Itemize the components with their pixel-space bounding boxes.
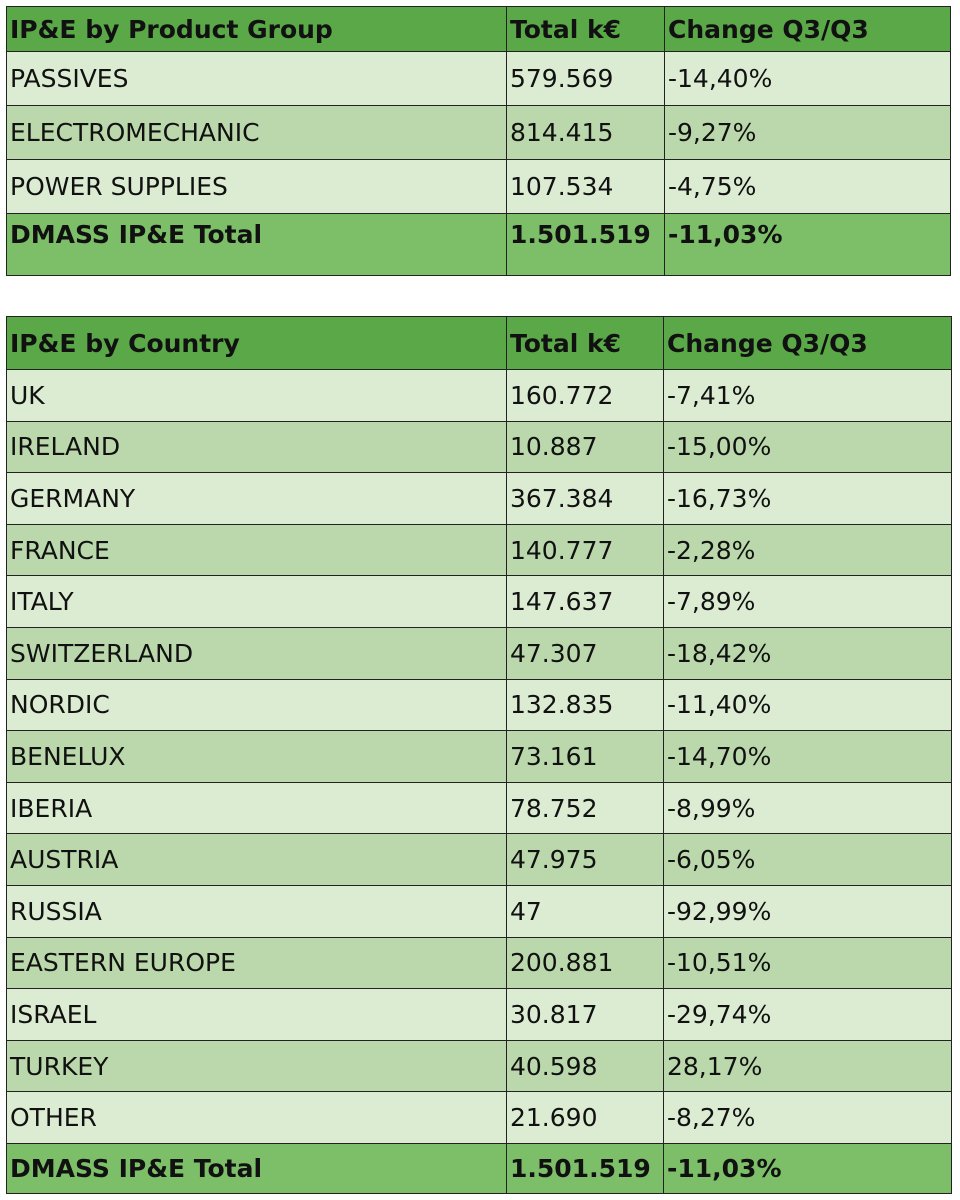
table-row: IRELAND 10.887 -15,00% [6, 420, 952, 474]
total-row: DMASS IP&E Total 1.501.519 -11,03% [6, 1142, 952, 1194]
header-cell: Total k€ [506, 316, 664, 370]
table-cell: GERMANY [6, 472, 507, 525]
table-cell: 147.637 [506, 575, 664, 628]
table-row: BENELUX 73.161 -14,70% [6, 730, 952, 783]
table-cell: 78.752 [506, 781, 664, 835]
country-table: IP&E by Country Total k€ Change Q3/Q3 UK… [6, 316, 952, 1194]
table-cell: NORDIC [6, 678, 507, 732]
table-row: EASTERN EUROPE 200.881 -10,51% [6, 936, 952, 990]
table-cell: 73.161 [506, 730, 664, 783]
table-cell: 40.598 [506, 1039, 664, 1093]
total-row: DMASS IP&E Total 1.501.519 -11,03% [6, 213, 951, 276]
table-cell: -14,40% [664, 51, 951, 106]
table-cell: 47.307 [506, 626, 664, 680]
table-cell: -7,89% [663, 575, 952, 628]
table-cell: PASSIVES [6, 51, 507, 106]
table-header-row: IP&E by Product Group Total k€ Change Q3… [6, 6, 951, 52]
header-cell: Total k€ [506, 6, 665, 52]
table-cell: 30.817 [506, 988, 664, 1041]
table-cell: 47.975 [506, 833, 664, 886]
table-cell: -29,74% [663, 988, 952, 1041]
table-cell: OTHER [6, 1091, 507, 1144]
table-cell: -8,27% [663, 1091, 952, 1144]
table-row: FRANCE 140.777 -2,28% [6, 523, 952, 577]
table-cell: -4,75% [664, 159, 951, 214]
table-row: SWITZERLAND 47.307 -18,42% [6, 626, 952, 680]
table-cell: AUSTRIA [6, 833, 507, 886]
table-row: ELECTROMECHANIC 814.415 -9,27% [6, 105, 951, 160]
table-row: TURKEY 40.598 28,17% [6, 1039, 952, 1093]
table-cell: ISRAEL [6, 988, 507, 1041]
table-row: PASSIVES 579.569 -14,40% [6, 51, 951, 106]
table-cell: -9,27% [664, 105, 951, 160]
table-row: UK 160.772 -7,41% [6, 369, 952, 422]
table-cell: 107.534 [506, 159, 665, 214]
table-cell: -2,28% [663, 523, 952, 577]
table-cell: POWER SUPPLIES [6, 159, 507, 214]
product-group-table-body: IP&E by Product Group Total k€ Change Q3… [6, 6, 951, 276]
country-table-body: IP&E by Country Total k€ Change Q3/Q3 UK… [6, 316, 952, 1194]
table-cell: IBERIA [6, 781, 507, 835]
table-cell: -15,00% [663, 420, 952, 474]
total-cell: DMASS IP&E Total [6, 1142, 507, 1194]
table-cell: 47 [506, 884, 664, 938]
table-cell: EASTERN EUROPE [6, 936, 507, 990]
table-cell: IRELAND [6, 420, 507, 474]
table-cell: -18,42% [663, 626, 952, 680]
table-cell: -7,41% [663, 369, 952, 422]
table-row: ISRAEL 30.817 -29,74% [6, 988, 952, 1041]
table-cell: -16,73% [663, 472, 952, 525]
table-cell: 160.772 [506, 369, 664, 422]
table-cell: -11,40% [663, 678, 952, 732]
table-header-row: IP&E by Country Total k€ Change Q3/Q3 [6, 316, 952, 370]
table-cell: -10,51% [663, 936, 952, 990]
total-cell: -11,03% [663, 1142, 952, 1194]
header-cell: IP&E by Product Group [6, 6, 507, 52]
header-cell: IP&E by Country [6, 316, 507, 370]
table-cell: -6,05% [663, 833, 952, 886]
table-cell: 200.881 [506, 936, 664, 990]
table-row: POWER SUPPLIES 107.534 -4,75% [6, 159, 951, 214]
table-cell: -14,70% [663, 730, 952, 783]
table-cell: 10.887 [506, 420, 664, 474]
table-cell: 367.384 [506, 472, 664, 525]
table-cell: RUSSIA [6, 884, 507, 938]
table-cell: 814.415 [506, 105, 665, 160]
table-row: NORDIC 132.835 -11,40% [6, 678, 952, 732]
table-cell: 28,17% [663, 1039, 952, 1093]
table-row: ITALY 147.637 -7,89% [6, 575, 952, 628]
table-row: GERMANY 367.384 -16,73% [6, 472, 952, 525]
table-cell: 579.569 [506, 51, 665, 106]
total-cell: 1.501.519 [506, 1142, 664, 1194]
table-cell: 140.777 [506, 523, 664, 577]
table-cell: TURKEY [6, 1039, 507, 1093]
table-cell: -8,99% [663, 781, 952, 835]
table-cell: BENELUX [6, 730, 507, 783]
table-cell: ITALY [6, 575, 507, 628]
total-cell: 1.501.519 [506, 213, 665, 276]
table-cell: 132.835 [506, 678, 664, 732]
table-cell: 21.690 [506, 1091, 664, 1144]
table-row: RUSSIA 47 -92,99% [6, 884, 952, 938]
table-cell: ELECTROMECHANIC [6, 105, 507, 160]
header-cell: Change Q3/Q3 [664, 6, 951, 52]
table-cell: FRANCE [6, 523, 507, 577]
table-cell: SWITZERLAND [6, 626, 507, 680]
total-cell: DMASS IP&E Total [6, 213, 507, 276]
table-row: OTHER 21.690 -8,27% [6, 1091, 952, 1144]
table-row: IBERIA 78.752 -8,99% [6, 781, 952, 835]
table-cell: -92,99% [663, 884, 952, 938]
header-cell: Change Q3/Q3 [663, 316, 952, 370]
table-cell: UK [6, 369, 507, 422]
product-group-table: IP&E by Product Group Total k€ Change Q3… [6, 6, 951, 276]
total-cell: -11,03% [664, 213, 951, 276]
table-row: AUSTRIA 47.975 -6,05% [6, 833, 952, 886]
